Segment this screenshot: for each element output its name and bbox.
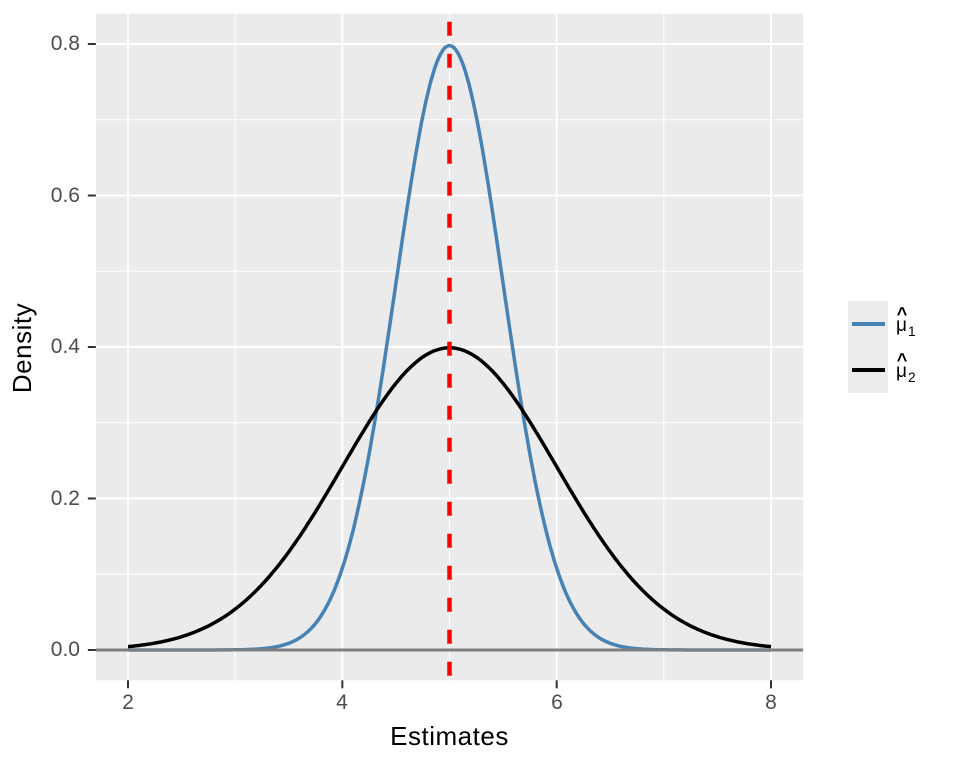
mu-symbol: μ (896, 315, 907, 336)
legend-key-line (851, 321, 885, 327)
subscript: 2 (907, 369, 916, 385)
x-tick-label-2: 2 (122, 691, 134, 714)
x-tick-label-8: 8 (765, 691, 777, 714)
y-axis-title: Density (7, 302, 37, 394)
y-tick-label-0.4: 0.4 (50, 335, 80, 358)
hat-accent: ^ (896, 349, 908, 370)
legend-item-mu-hat-2: ^ μ2 (848, 347, 916, 393)
y-tick-label-0.2: 0.2 (50, 487, 80, 510)
y-tick-label-0.0: 0.0 (50, 638, 80, 661)
y-tick-label-0.6: 0.6 (50, 184, 80, 207)
legend-key (848, 301, 888, 347)
legend-item-mu-hat-1: ^ μ1 (848, 301, 916, 347)
x-tick-label-6: 6 (551, 691, 563, 714)
legend-key-line (851, 367, 885, 373)
legend-label: ^ μ2 (896, 350, 916, 385)
legend: ^ μ1 ^ μ2 (848, 301, 916, 393)
mu-symbol: μ (896, 361, 907, 382)
hat-accent: ^ (896, 303, 908, 324)
subscript: 1 (907, 323, 916, 339)
legend-key (848, 347, 888, 393)
x-tick-label-4: 4 (336, 691, 348, 714)
y-tick-label-0.8: 0.8 (50, 32, 80, 55)
legend-label: ^ μ1 (896, 304, 916, 339)
x-axis-title: Estimates (390, 721, 509, 751)
